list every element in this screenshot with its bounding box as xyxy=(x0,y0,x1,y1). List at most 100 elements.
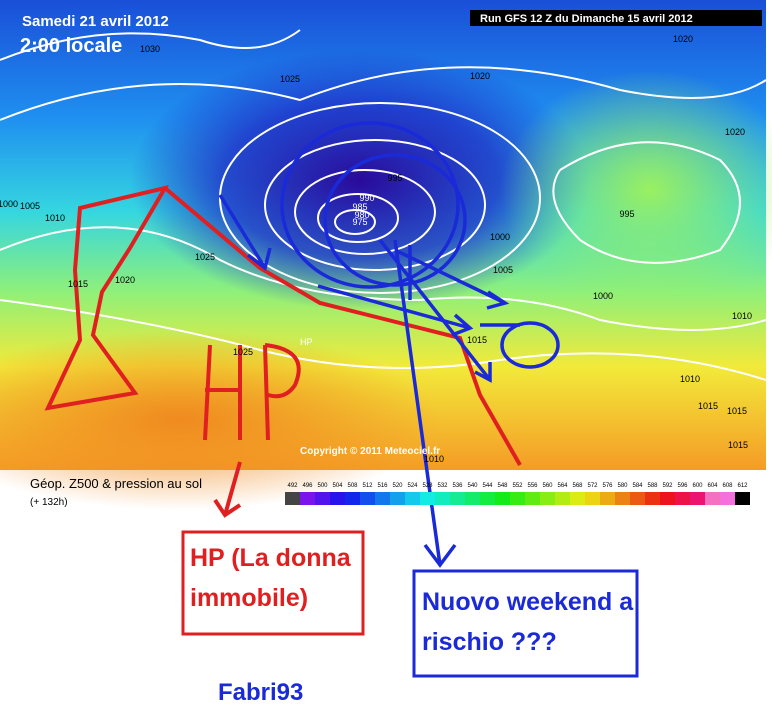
scale-label: 600 xyxy=(692,483,703,489)
scale-cell xyxy=(615,492,630,505)
isobar-label: 1000 xyxy=(0,199,18,209)
scale-label: 572 xyxy=(587,483,598,489)
scale-cell xyxy=(315,492,330,505)
scale-cell xyxy=(585,492,600,505)
scale-cell xyxy=(390,492,405,505)
scale-cell xyxy=(630,492,645,505)
isobar-label: 1020 xyxy=(673,34,693,44)
isobar-label: 1010 xyxy=(45,213,65,223)
isobar-label: 1015 xyxy=(467,335,487,345)
time-label: 2:00 locale xyxy=(20,35,122,57)
weekend-box-frame xyxy=(412,569,639,678)
scale-label: 592 xyxy=(662,483,673,489)
legend-forecast: (+ 132h) xyxy=(30,497,68,508)
scale-label: 548 xyxy=(497,483,508,489)
scale-cell xyxy=(675,492,690,505)
scale-cell xyxy=(540,492,555,505)
scale-label: 596 xyxy=(677,483,688,489)
weekend-box-text: Nuovo weekend a rischio ??? xyxy=(422,588,634,656)
color-scale: 492 496 500 504 508 512 516 520 524 528 532 536 540 5… xyxy=(285,483,750,505)
copyright: Copyright © 2011 Meteociel.fr xyxy=(300,446,440,457)
scale-label: 588 xyxy=(647,483,658,489)
scale-cell xyxy=(645,492,660,505)
isobar-label: 995 xyxy=(619,209,634,219)
scale-label: 556 xyxy=(527,483,538,489)
isobar-label: 1015 xyxy=(728,440,748,450)
run-label: Run GFS 12 Z du Dimanche 15 avril 2012 xyxy=(480,13,693,25)
scale-cell xyxy=(570,492,585,505)
isobar-label: 1010 xyxy=(680,374,700,384)
scale-cell xyxy=(690,492,705,505)
hp-outline xyxy=(44,184,522,518)
isobar-label: 1015 xyxy=(698,401,718,411)
scale-cell xyxy=(510,492,525,505)
scale-label: 524 xyxy=(407,483,418,489)
isobar-label: 1025 xyxy=(233,347,253,357)
scale-cell xyxy=(735,492,750,505)
hp-box-text: HP (La donna immobile) xyxy=(190,544,351,612)
scale-label: 540 xyxy=(467,483,478,489)
scale-cell xyxy=(450,492,465,505)
scale-cell xyxy=(705,492,720,505)
low-pressure-area xyxy=(130,50,590,310)
scale-label: 516 xyxy=(377,483,388,489)
scale-label: 544 xyxy=(482,483,493,489)
isobar-label: 1010 xyxy=(732,311,752,321)
scale-label: 552 xyxy=(512,483,523,489)
scale-label: 604 xyxy=(707,483,718,489)
scale-cell xyxy=(465,492,480,505)
isobar-label: 1010 xyxy=(424,454,444,464)
scale-cell xyxy=(480,492,495,505)
hp-map-label: HP xyxy=(300,337,313,347)
scale-label: 576 xyxy=(602,483,613,489)
scale-label: 496 xyxy=(302,483,313,489)
scale-cell xyxy=(555,492,570,505)
scale-label: 492 xyxy=(287,483,298,489)
isobar-label: 1000 xyxy=(593,291,613,301)
isobar-label: 1005 xyxy=(493,265,513,275)
scale-cell xyxy=(345,492,360,505)
scale-label: 560 xyxy=(542,483,553,489)
author: Fabri93 xyxy=(218,679,303,706)
scale-label: 520 xyxy=(392,483,403,489)
legend-title: Géop. Z500 & pression au sol xyxy=(30,476,202,491)
scale-cell xyxy=(525,492,540,505)
scale-label: 580 xyxy=(617,483,628,489)
green-area xyxy=(500,70,772,310)
scale-label: 612 xyxy=(737,483,748,489)
scale-label: 504 xyxy=(332,483,343,489)
scale-label: 508 xyxy=(347,483,358,489)
scale-cell xyxy=(285,492,300,505)
isobar-label: 1015 xyxy=(727,406,747,416)
hp-box-frame xyxy=(181,530,365,636)
scale-cell xyxy=(375,492,390,505)
run-banner xyxy=(470,10,762,26)
isobar-label: 980 xyxy=(354,210,369,220)
isobar-label: 990 xyxy=(359,193,374,203)
isobar-label: 995 xyxy=(387,173,402,183)
scale-cell xyxy=(420,492,435,505)
isobar-label: 1020 xyxy=(115,275,135,285)
scale-cell xyxy=(495,492,510,505)
scale-label: 532 xyxy=(437,483,448,489)
scale-label: 528 xyxy=(422,483,433,489)
scale-label: 500 xyxy=(317,483,328,489)
scale-label: 564 xyxy=(557,483,568,489)
isobar-label: 1025 xyxy=(195,252,215,262)
date-label: Samedi 21 avril 2012 xyxy=(22,13,169,30)
scale-cell xyxy=(360,492,375,505)
scale-cell xyxy=(600,492,615,505)
scale-cell xyxy=(330,492,345,505)
scale-cell xyxy=(405,492,420,505)
scale-cell xyxy=(435,492,450,505)
isobar-label: 1025 xyxy=(280,74,300,84)
scale-label: 608 xyxy=(722,483,733,489)
isobar-label: 1030 xyxy=(140,44,160,54)
scale-cell xyxy=(660,492,675,505)
blue-annotations xyxy=(218,121,560,568)
isobar-label: 1020 xyxy=(470,71,490,81)
isobar-label: 975 xyxy=(352,217,367,227)
scale-label: 536 xyxy=(452,483,463,489)
